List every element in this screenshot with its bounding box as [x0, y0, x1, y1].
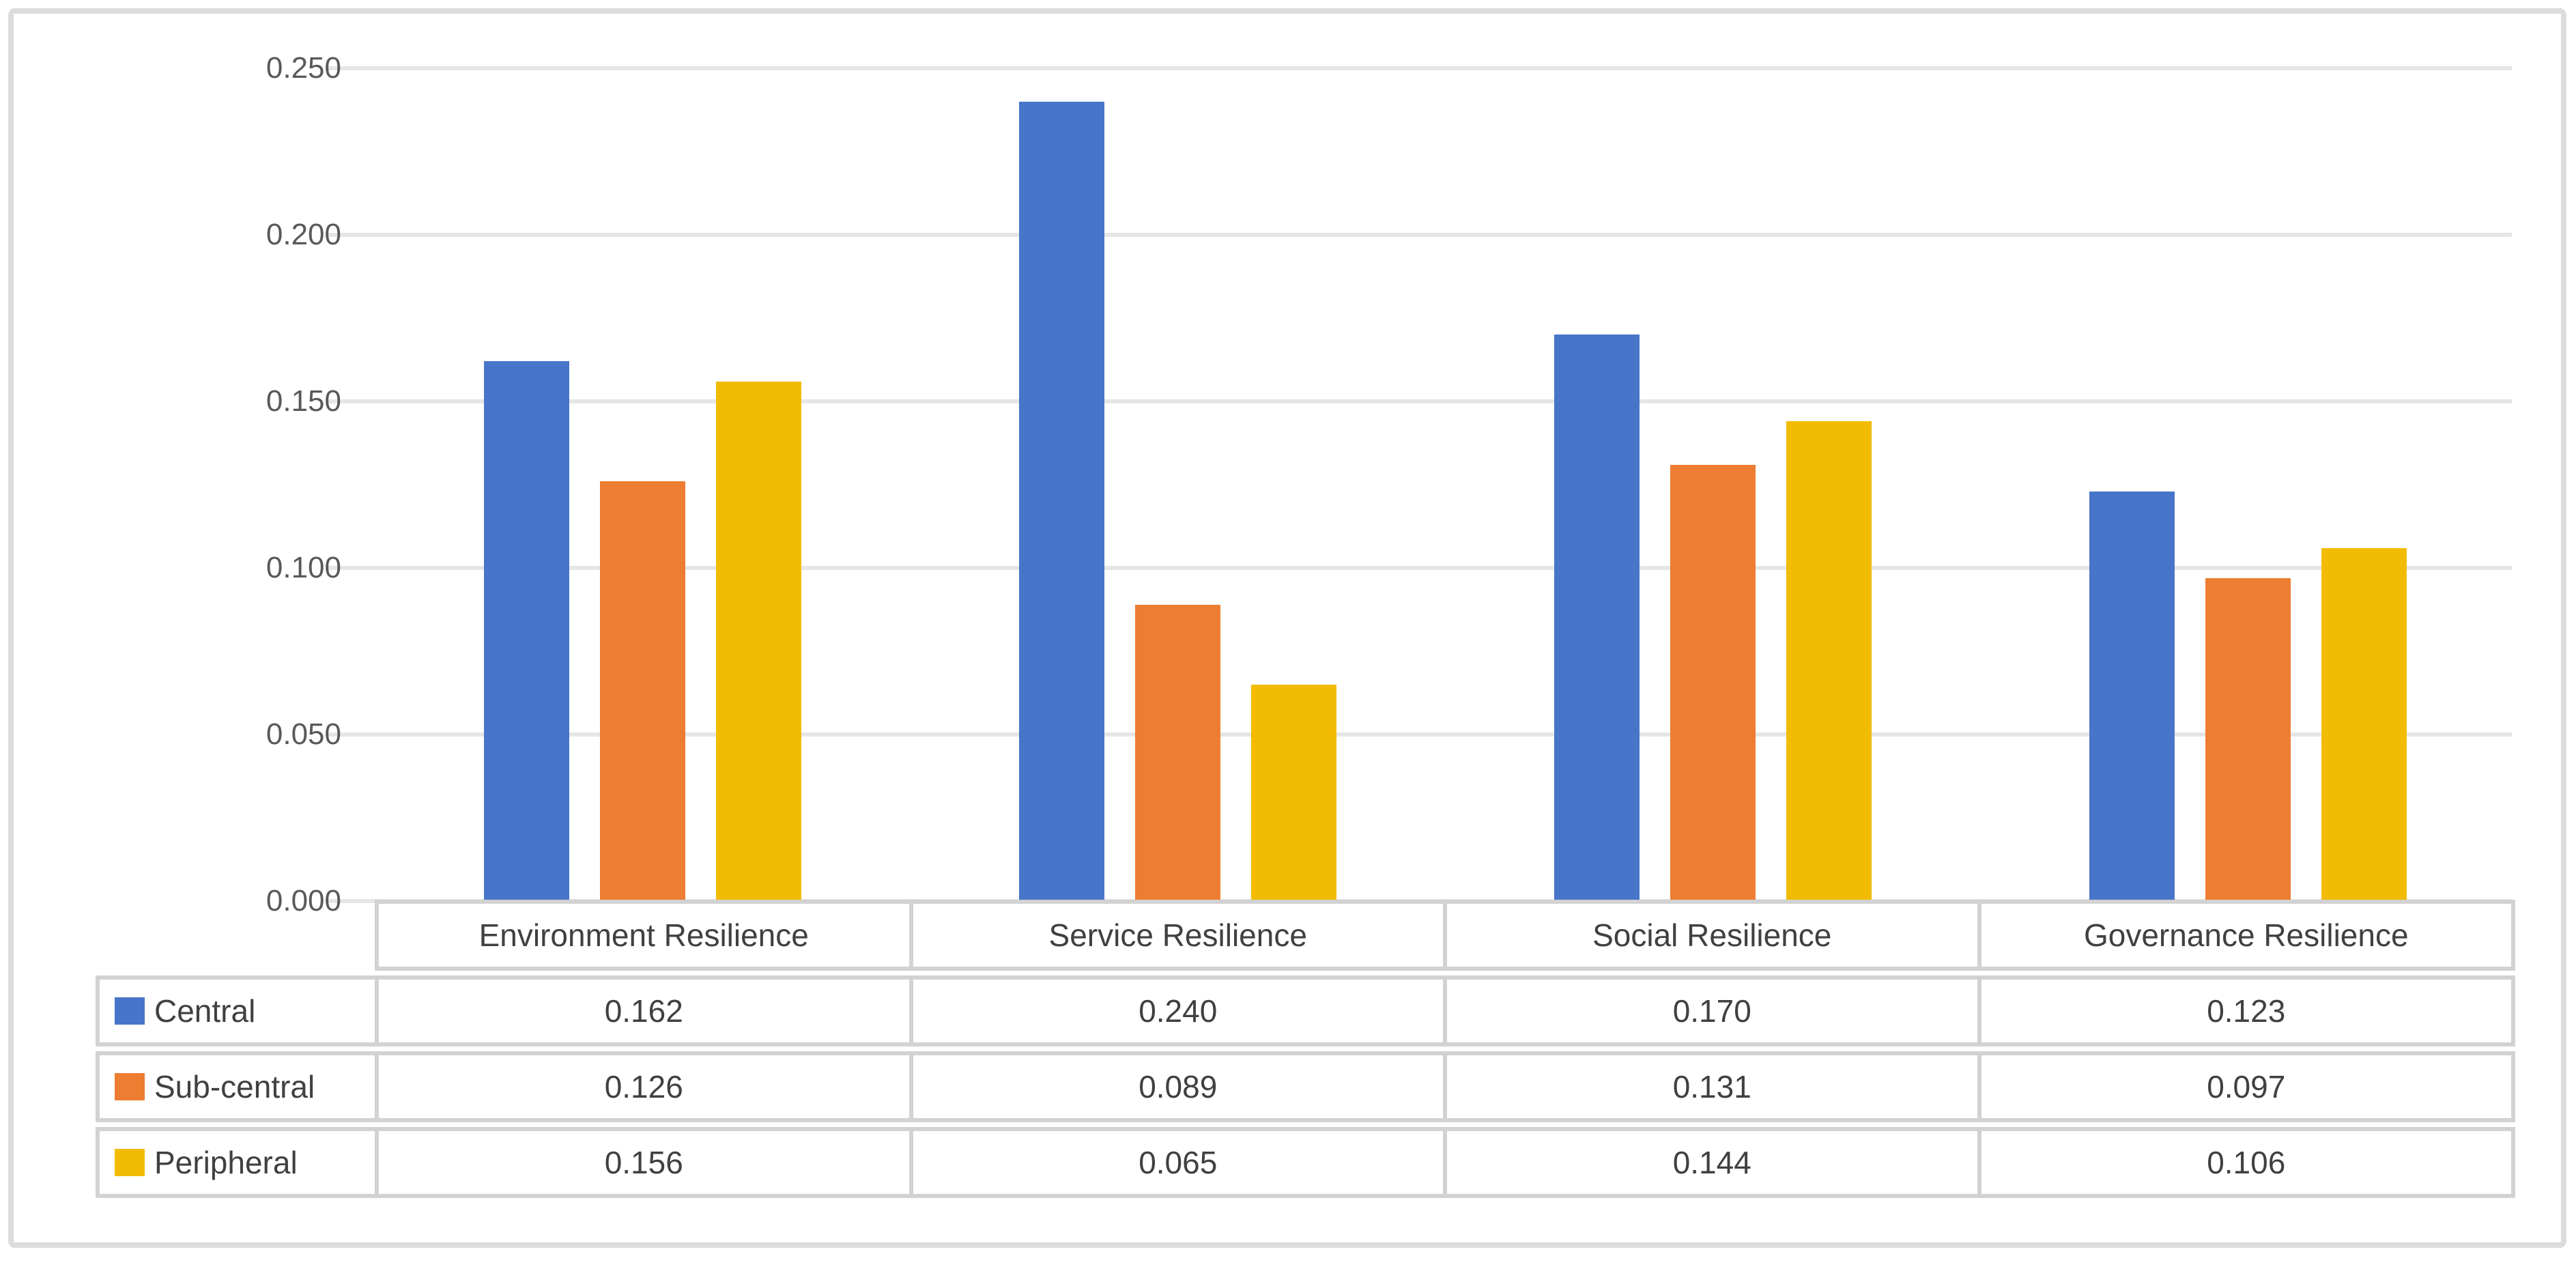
- value-cell: 0.170: [1443, 980, 1977, 1042]
- legend-key-icon: [115, 997, 145, 1025]
- gridline: [328, 566, 2512, 570]
- category-header-cell: Service Resilience: [908, 904, 1444, 967]
- data-table-header-row: Environment Resilience Service Resilience…: [375, 900, 2515, 971]
- category-header-cell: Environment Resilience: [478, 917, 809, 953]
- category-header-cell: Governance Resilience: [1977, 904, 2512, 967]
- value-cell: 0.156: [375, 1131, 909, 1194]
- bar-group-governance-resilience: [1980, 68, 2515, 901]
- value-cell: 0.106: [1977, 1131, 2512, 1194]
- legend-key-icon: [115, 1149, 145, 1176]
- bar-group-environment-resilience: [375, 68, 910, 901]
- plot-area: [375, 68, 2515, 901]
- bar-sub-central: [1134, 605, 1220, 901]
- bar-peripheral: [715, 382, 801, 901]
- series-name-label: Peripheral: [154, 1145, 298, 1180]
- value-cell: 0.240: [908, 980, 1444, 1042]
- y-axis-tick-label: 0.000: [266, 884, 341, 917]
- category-header-cell: Social Resilience: [1443, 904, 1977, 967]
- data-table-body: Central 0.162 0.240 0.170 0.123 Sub-central 0.…: [96, 975, 2515, 1198]
- bar-central: [2089, 491, 2175, 901]
- table-row-central: Central 0.162 0.240 0.170 0.123: [96, 975, 2515, 1046]
- series-name-cell: Peripheral: [100, 1131, 375, 1194]
- series-name-cell: Central: [100, 980, 375, 1042]
- bar-group-service-resilience: [910, 68, 1445, 901]
- y-axis-tick-label: 0.250: [266, 51, 341, 85]
- gridline: [328, 732, 2512, 737]
- bar-central: [1554, 334, 1640, 901]
- bar-peripheral: [2321, 548, 2407, 901]
- bar-peripheral: [1250, 685, 1336, 901]
- bar-sub-central: [599, 481, 685, 901]
- gridline: [328, 66, 2512, 70]
- bar-central: [483, 361, 569, 901]
- data-table: Environment Resilience Service Resilience…: [96, 900, 2515, 1198]
- bar-peripheral: [1786, 421, 1872, 901]
- bar-sub-central: [2205, 578, 2291, 901]
- table-row-sub-central: Sub-central 0.126 0.089 0.131 0.097: [96, 1051, 2515, 1122]
- value-cell: 0.089: [908, 1055, 1444, 1118]
- value-cell: 0.065: [908, 1131, 1444, 1194]
- gridline: [328, 399, 2512, 403]
- value-cell: 0.162: [375, 980, 909, 1042]
- bar-sub-central: [1670, 465, 1756, 901]
- series-name-label: Central: [154, 993, 256, 1029]
- value-cell: 0.131: [1443, 1055, 1977, 1118]
- bar-central: [1018, 102, 1104, 901]
- y-axis-tick-label: 0.050: [266, 717, 341, 751]
- y-axis-tick-label: 0.100: [266, 551, 341, 584]
- bar-group-social-resilience: [1445, 68, 1980, 901]
- y-axis-tick-label: 0.150: [266, 384, 341, 418]
- value-cell: 0.144: [1443, 1131, 1977, 1194]
- series-name-cell: Sub-central: [100, 1055, 375, 1118]
- gridline: [328, 233, 2512, 237]
- value-cell: 0.126: [375, 1055, 909, 1118]
- table-row-peripheral: Peripheral 0.156 0.065 0.144 0.106: [96, 1127, 2515, 1198]
- legend-key-icon: [115, 1073, 145, 1100]
- series-name-label: Sub-central: [154, 1069, 315, 1104]
- y-axis-tick-label: 0.200: [266, 218, 341, 251]
- value-cell: 0.123: [1977, 980, 2512, 1042]
- value-cell: 0.097: [1977, 1055, 2512, 1118]
